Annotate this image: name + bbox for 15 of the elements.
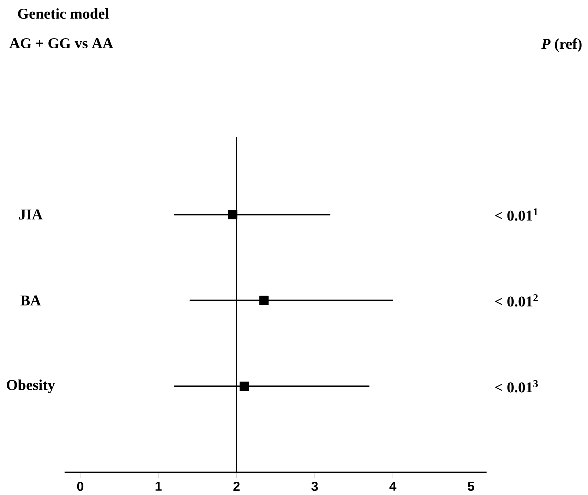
- data-label: < 0.01$^{2}$: [496, 294, 538, 308]
- data-label: < 0.01$^{3}$: [496, 380, 538, 394]
- y-tick-label: BA: [20, 296, 42, 306]
- chart-title: Genetic model: [18, 8, 109, 20]
- x-tick-label: 5: [468, 482, 474, 492]
- x-tick-label: 0: [77, 482, 84, 492]
- x-tick-label: 1: [156, 482, 162, 492]
- chart-subtitle: AG + GG vs AA: [10, 38, 114, 49]
- x-tick-label: 2: [234, 482, 240, 492]
- y-tick-label: Obesity: [7, 380, 56, 394]
- x-tick-label: 3: [312, 482, 318, 492]
- x-tick-label: 4: [390, 482, 397, 492]
- y-tick-label: JIA: [19, 210, 43, 220]
- text: P (ref): [542, 38, 582, 52]
- data-label: < 0.01$^{1}$: [496, 208, 538, 222]
